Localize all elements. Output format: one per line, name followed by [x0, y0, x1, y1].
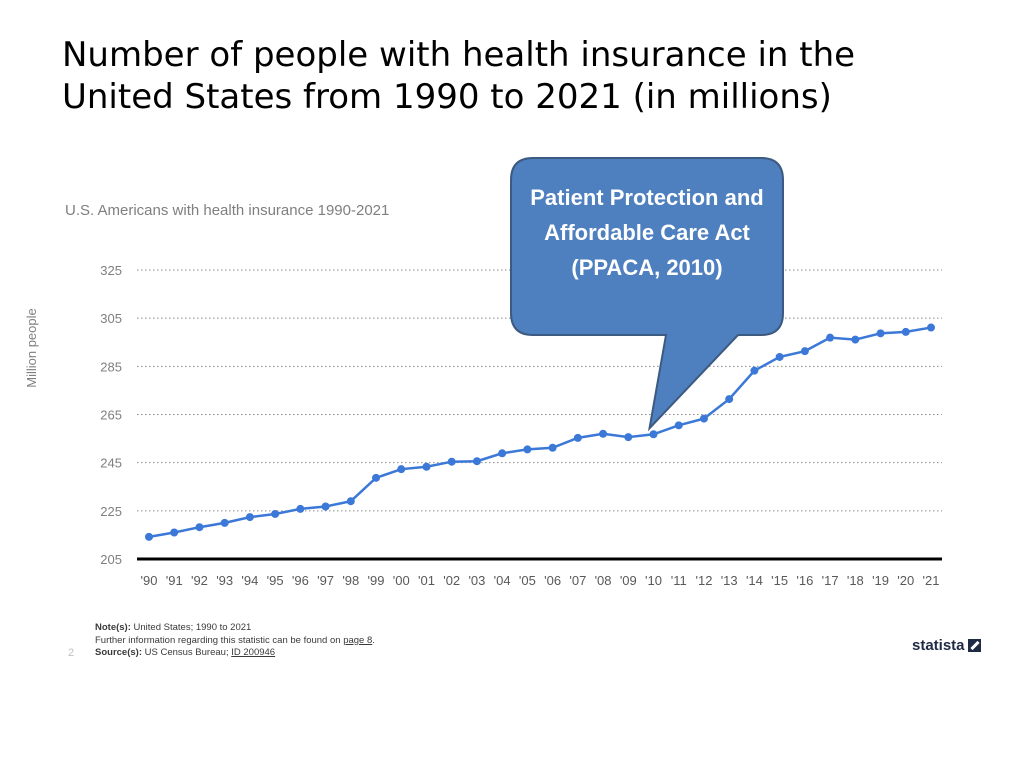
data-point	[851, 335, 860, 344]
x-tick-label: '01	[418, 573, 435, 588]
y-tick-label: 325	[100, 263, 122, 278]
x-tick-label: '90	[141, 573, 158, 588]
data-point	[599, 429, 608, 438]
x-tick-label: '04	[494, 573, 511, 588]
data-point	[775, 352, 784, 361]
source-id-link[interactable]: ID 200946	[231, 647, 276, 658]
further-text: Further information regarding this stati…	[95, 634, 344, 646]
x-tick-label: '00	[393, 573, 410, 588]
x-tick-label: '97	[317, 573, 334, 588]
data-point	[826, 333, 835, 342]
data-point	[145, 532, 153, 541]
x-tick-label: '21	[923, 573, 940, 588]
x-tick-label: '98	[342, 573, 359, 588]
page-link[interactable]: page 8	[343, 634, 373, 646]
data-point	[548, 443, 557, 452]
data-point	[573, 433, 582, 442]
data-point	[372, 473, 381, 482]
x-tick-label: '95	[267, 573, 284, 588]
x-tick-label: '15	[771, 573, 788, 588]
callout-bubble	[510, 157, 784, 432]
callout-ppaca: Patient Protection and Affordable Care A…	[530, 185, 764, 280]
x-tick-label: '05	[519, 573, 536, 588]
x-tick-label: '11	[671, 573, 687, 588]
data-point	[447, 457, 456, 466]
series-layer	[145, 323, 935, 541]
data-point	[245, 513, 254, 522]
data-point	[750, 366, 759, 375]
data-point	[649, 430, 658, 439]
x-tick-label: '96	[292, 573, 309, 588]
x-tick-label: '06	[544, 573, 561, 588]
x-tick-label: '19	[872, 573, 889, 588]
x-tick-labels: '90 '91 '92 '93 '94 '95 '96 '97 '98 '99 '00 '01 '02 '…	[141, 573, 940, 588]
x-tick-label: '91	[166, 573, 183, 588]
x-tick-label: '93	[216, 573, 233, 588]
x-tick-label: '12	[695, 573, 712, 588]
data-point	[472, 457, 481, 466]
note-key: Note(s):	[95, 622, 131, 633]
data-point	[397, 465, 406, 474]
y-tick-label: 265	[100, 408, 122, 423]
data-point	[699, 414, 708, 423]
data-point	[800, 347, 809, 356]
x-tick-label: '08	[595, 573, 612, 588]
source-text: US Census Bureau;	[144, 647, 232, 658]
further-end: .	[372, 634, 375, 646]
note-text: United States; 1990 to 2021	[133, 622, 252, 633]
x-tick-label: '92	[191, 573, 208, 588]
x-tick-label: '13	[721, 573, 738, 588]
x-tick-label: '20	[897, 573, 914, 588]
y-tick-label: 205	[100, 552, 122, 567]
y-tick-label: 305	[100, 311, 122, 326]
data-point	[321, 502, 330, 511]
x-tick-label: '10	[645, 573, 662, 588]
data-point	[498, 449, 507, 458]
x-tick-label: '03	[468, 573, 485, 588]
y-tick-labels: 205 225 245 265 285 305 325	[100, 263, 122, 567]
data-point	[346, 497, 355, 506]
data-point	[422, 462, 431, 471]
series-line	[148, 326, 932, 539]
x-tick-label: '14	[746, 573, 763, 588]
grid-lines	[137, 269, 942, 561]
data-point	[296, 504, 305, 513]
data-point	[725, 395, 734, 404]
source-line: Source(s): US Census Bureau; ID 200946	[95, 647, 375, 660]
data-point	[523, 445, 532, 454]
data-point	[901, 327, 910, 336]
footer-notes: Note(s): United States; 1990 to 2021 Fur…	[95, 622, 375, 660]
y-tick-label: 285	[100, 359, 122, 374]
data-point	[220, 518, 229, 527]
data-point	[927, 323, 935, 332]
x-tick-label: '18	[847, 573, 864, 588]
y-tick-label: 225	[100, 504, 122, 519]
x-tick-label: '16	[796, 573, 813, 588]
x-tick-label: '99	[368, 573, 385, 588]
data-point	[876, 329, 885, 338]
data-point	[624, 433, 633, 442]
x-tick-label: '09	[620, 573, 637, 588]
page-number: 2	[68, 647, 75, 659]
x-tick-label: '17	[822, 573, 839, 588]
source-key: Source(s):	[95, 647, 142, 658]
statista-logo: statista	[912, 637, 981, 654]
note-line: Note(s): United States; 1990 to 2021	[95, 622, 375, 635]
statista-mark-icon	[967, 639, 981, 652]
y-tick-label: 245	[100, 456, 122, 471]
data-point	[195, 523, 204, 532]
brand-name: statista	[912, 637, 965, 654]
callout-shape	[510, 157, 784, 432]
x-tick-label: '94	[241, 573, 258, 588]
x-tick-label: '07	[569, 573, 586, 588]
x-tick-label: '02	[443, 573, 460, 588]
slide-title: Number of people with health insurance i…	[62, 35, 856, 117]
data-point	[674, 421, 683, 430]
chart-subtitle: U.S. Americans with health insurance 199…	[65, 202, 390, 219]
data-point	[271, 509, 280, 518]
further-info-line: Further information regarding this stati…	[95, 635, 375, 648]
data-point	[170, 528, 179, 537]
